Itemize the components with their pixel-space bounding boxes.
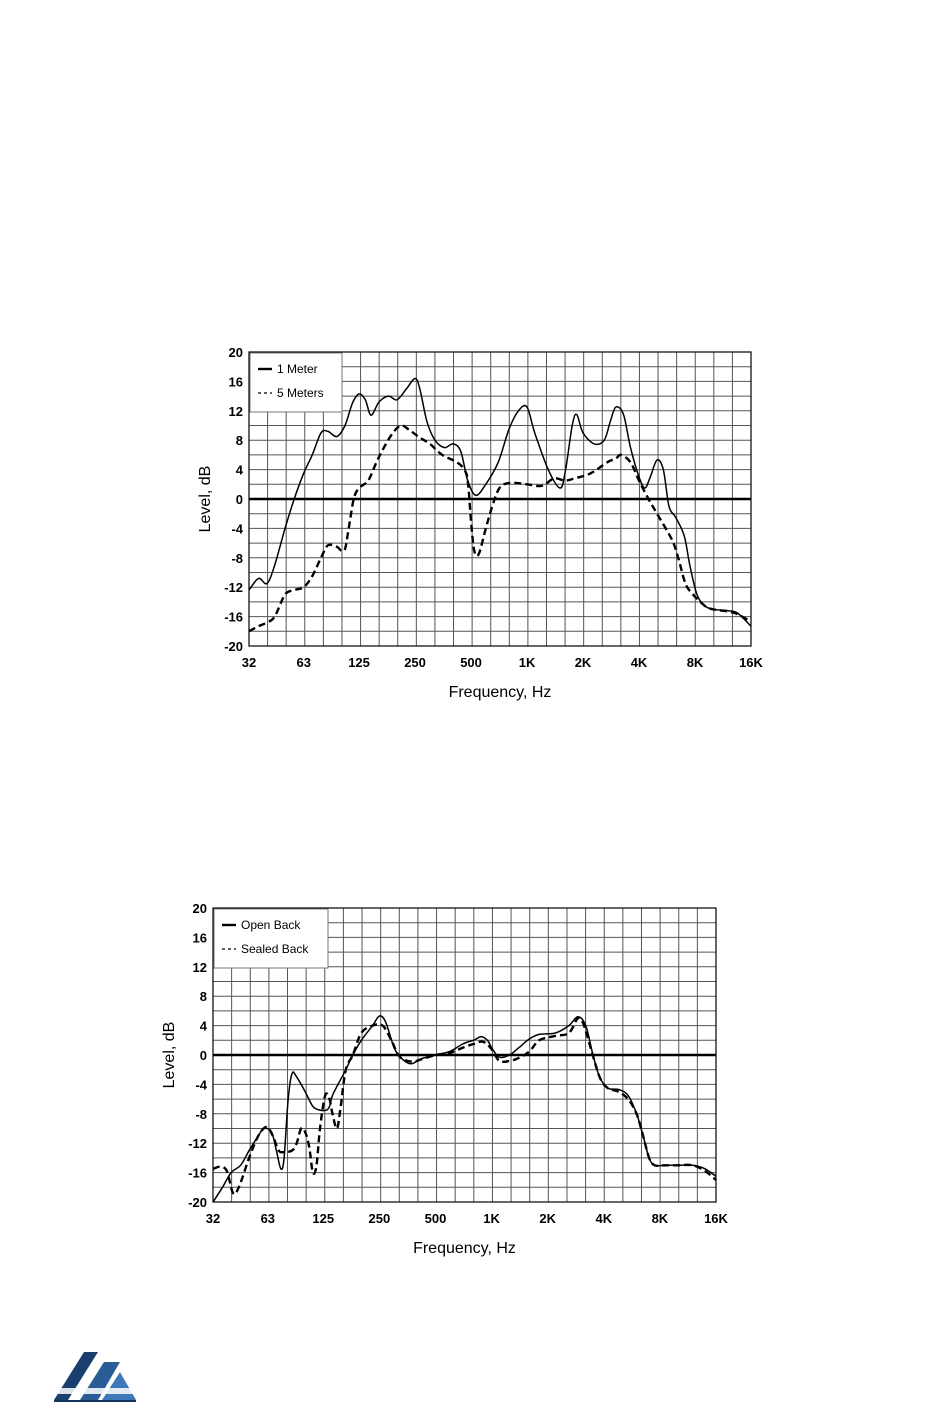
x-tick-label: 250 bbox=[369, 1211, 391, 1226]
y-tick-label: -20 bbox=[188, 1195, 207, 1210]
x-tick-label: 16K bbox=[704, 1211, 728, 1226]
y-tick-label: -12 bbox=[188, 1136, 207, 1151]
x-tick-label: 4K bbox=[595, 1211, 612, 1226]
y-tick-label: 0 bbox=[200, 1048, 207, 1063]
x-tick-label: 32 bbox=[242, 655, 256, 670]
y-axis-label: Level, dB bbox=[197, 466, 214, 533]
legend-label: Open Back bbox=[241, 918, 301, 932]
y-tick-label: 16 bbox=[193, 930, 207, 945]
legend-label: 1 Meter bbox=[277, 362, 318, 376]
y-tick-label: 20 bbox=[229, 345, 243, 360]
x-tick-label: 500 bbox=[460, 655, 482, 670]
x-tick-label: 63 bbox=[296, 655, 310, 670]
y-tick-label: 12 bbox=[229, 404, 243, 419]
y-tick-label: 12 bbox=[193, 960, 207, 975]
x-tick-label: 2K bbox=[575, 655, 592, 670]
x-tick-label: 1K bbox=[519, 655, 536, 670]
y-tick-label: -4 bbox=[195, 1077, 207, 1092]
x-tick-label: 250 bbox=[404, 655, 426, 670]
x-tick-label: 500 bbox=[425, 1211, 447, 1226]
x-tick-label: 8K bbox=[687, 655, 704, 670]
y-tick-label: -16 bbox=[188, 1166, 207, 1181]
y-tick-label: 4 bbox=[200, 1019, 208, 1034]
legend-label: 5 Meters bbox=[277, 386, 324, 400]
series-line-dashed bbox=[212, 1016, 717, 1196]
x-tick-label: 32 bbox=[206, 1211, 220, 1226]
x-tick-label: 2K bbox=[539, 1211, 556, 1226]
series-line-dashed bbox=[248, 424, 752, 633]
legend-label: Sealed Back bbox=[241, 942, 309, 956]
x-tick-label: 8K bbox=[652, 1211, 669, 1226]
y-tick-label: 8 bbox=[236, 433, 243, 448]
x-tick-label: 63 bbox=[261, 1211, 275, 1226]
y-tick-label: -20 bbox=[224, 639, 243, 654]
series-line-solid bbox=[248, 377, 752, 627]
y-tick-label: -12 bbox=[224, 580, 243, 595]
legend-box bbox=[213, 908, 329, 969]
x-tick-label: 1K bbox=[483, 1211, 500, 1226]
y-tick-label: 4 bbox=[236, 463, 244, 478]
y-tick-label: -4 bbox=[231, 521, 243, 536]
y-tick-label: -16 bbox=[224, 610, 243, 625]
legend-box bbox=[249, 352, 343, 413]
y-tick-label: 16 bbox=[229, 374, 243, 389]
company-logo-icon bbox=[54, 1352, 136, 1402]
y-tick-label: -8 bbox=[231, 551, 243, 566]
x-tick-label: 16K bbox=[739, 655, 763, 670]
y-tick-label: 20 bbox=[193, 901, 207, 916]
y-axis-label: Level, dB bbox=[161, 1022, 178, 1089]
x-axis-label: Frequency, Hz bbox=[413, 1240, 516, 1257]
x-tick-label: 4K bbox=[631, 655, 648, 670]
y-tick-label: 8 bbox=[200, 989, 207, 1004]
x-tick-label: 125 bbox=[312, 1211, 334, 1226]
x-axis-label: Frequency, Hz bbox=[449, 684, 552, 701]
x-tick-label: 125 bbox=[348, 655, 370, 670]
y-tick-label: -8 bbox=[195, 1107, 207, 1122]
y-tick-label: 0 bbox=[236, 492, 243, 507]
